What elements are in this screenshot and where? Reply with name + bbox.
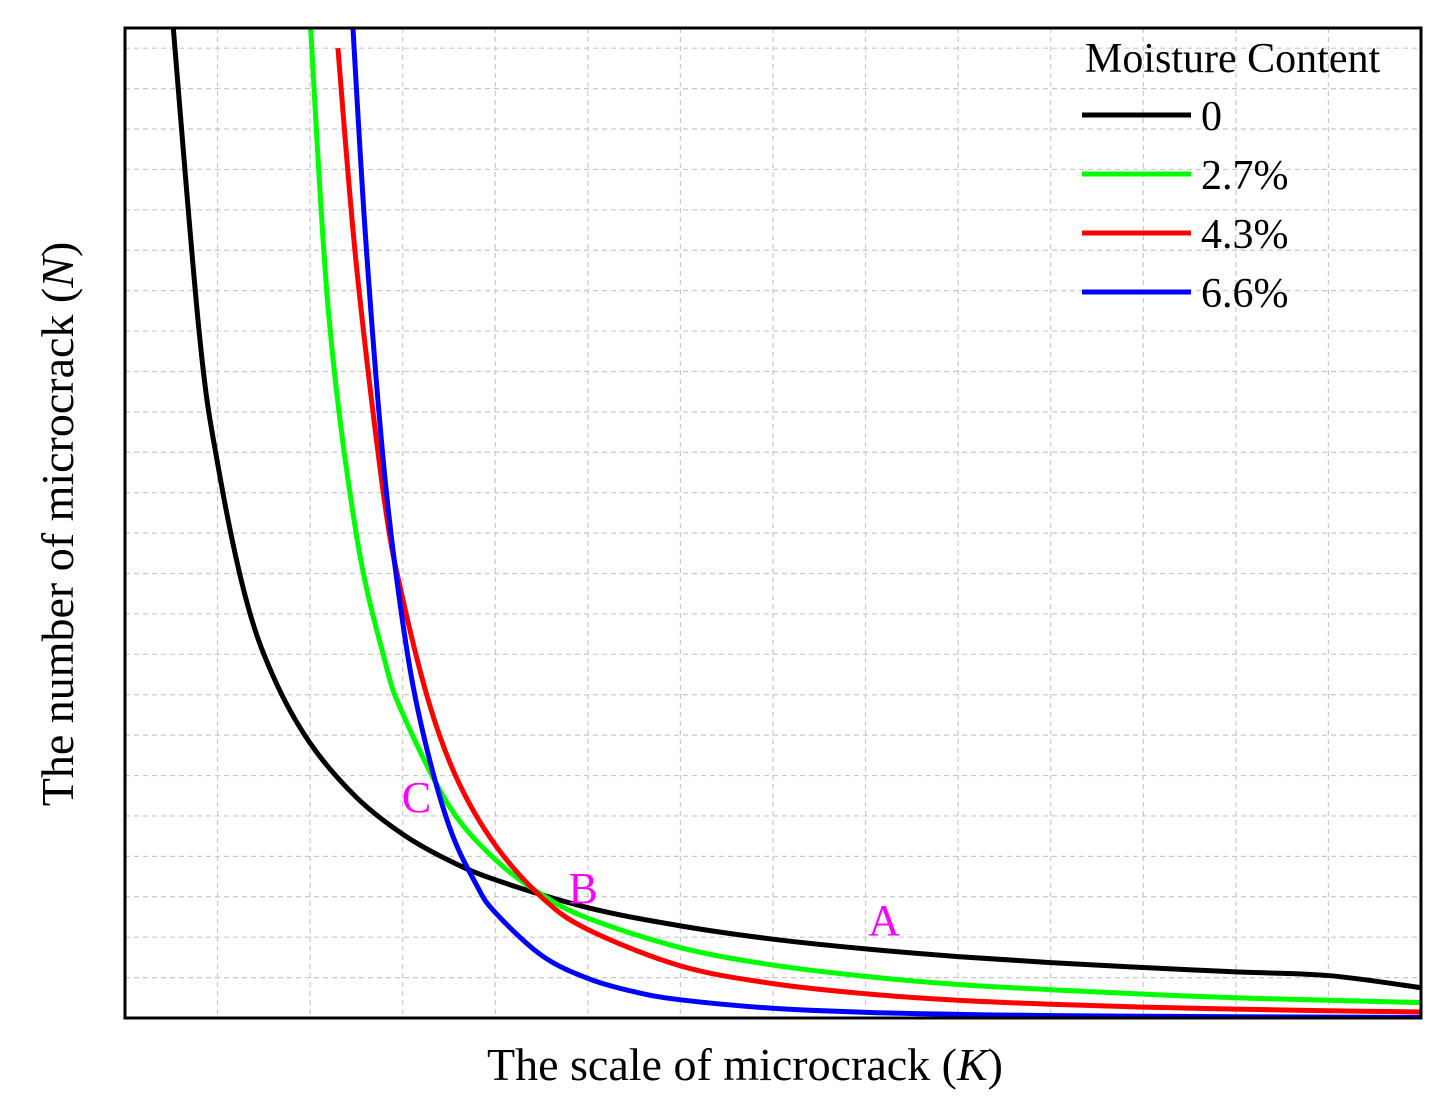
series-line-0: [170, 28, 1421, 991]
x-axis-label: The scale of microcrack (K): [487, 1039, 1003, 1090]
legend-label-3: 6.6%: [1201, 271, 1289, 317]
legend-items: 0 2.7% 4.3% 6.6%: [1082, 94, 1289, 317]
legend-label-0: 0: [1201, 94, 1222, 140]
legend: Moisture Content 0 2.7% 4.3% 6.6%: [1082, 36, 1380, 317]
legend-label-1: 2.7%: [1201, 153, 1289, 199]
series-line-2: [335, 47, 1421, 1015]
y-axis-label: The number of microcrack (N): [32, 242, 83, 807]
series-layer: [170, 28, 1421, 1018]
legend-label-2: 4.3%: [1201, 212, 1289, 258]
series-line-1: [308, 28, 1421, 1006]
annotation-c: C: [402, 773, 431, 822]
legend-title: Moisture Content: [1085, 36, 1380, 82]
annotation-a: A: [868, 896, 900, 945]
annotations: A B C: [402, 773, 900, 945]
annotation-b: B: [569, 864, 598, 913]
plot-frame: [123, 26, 1423, 1020]
series-line-3: [350, 28, 1421, 1018]
